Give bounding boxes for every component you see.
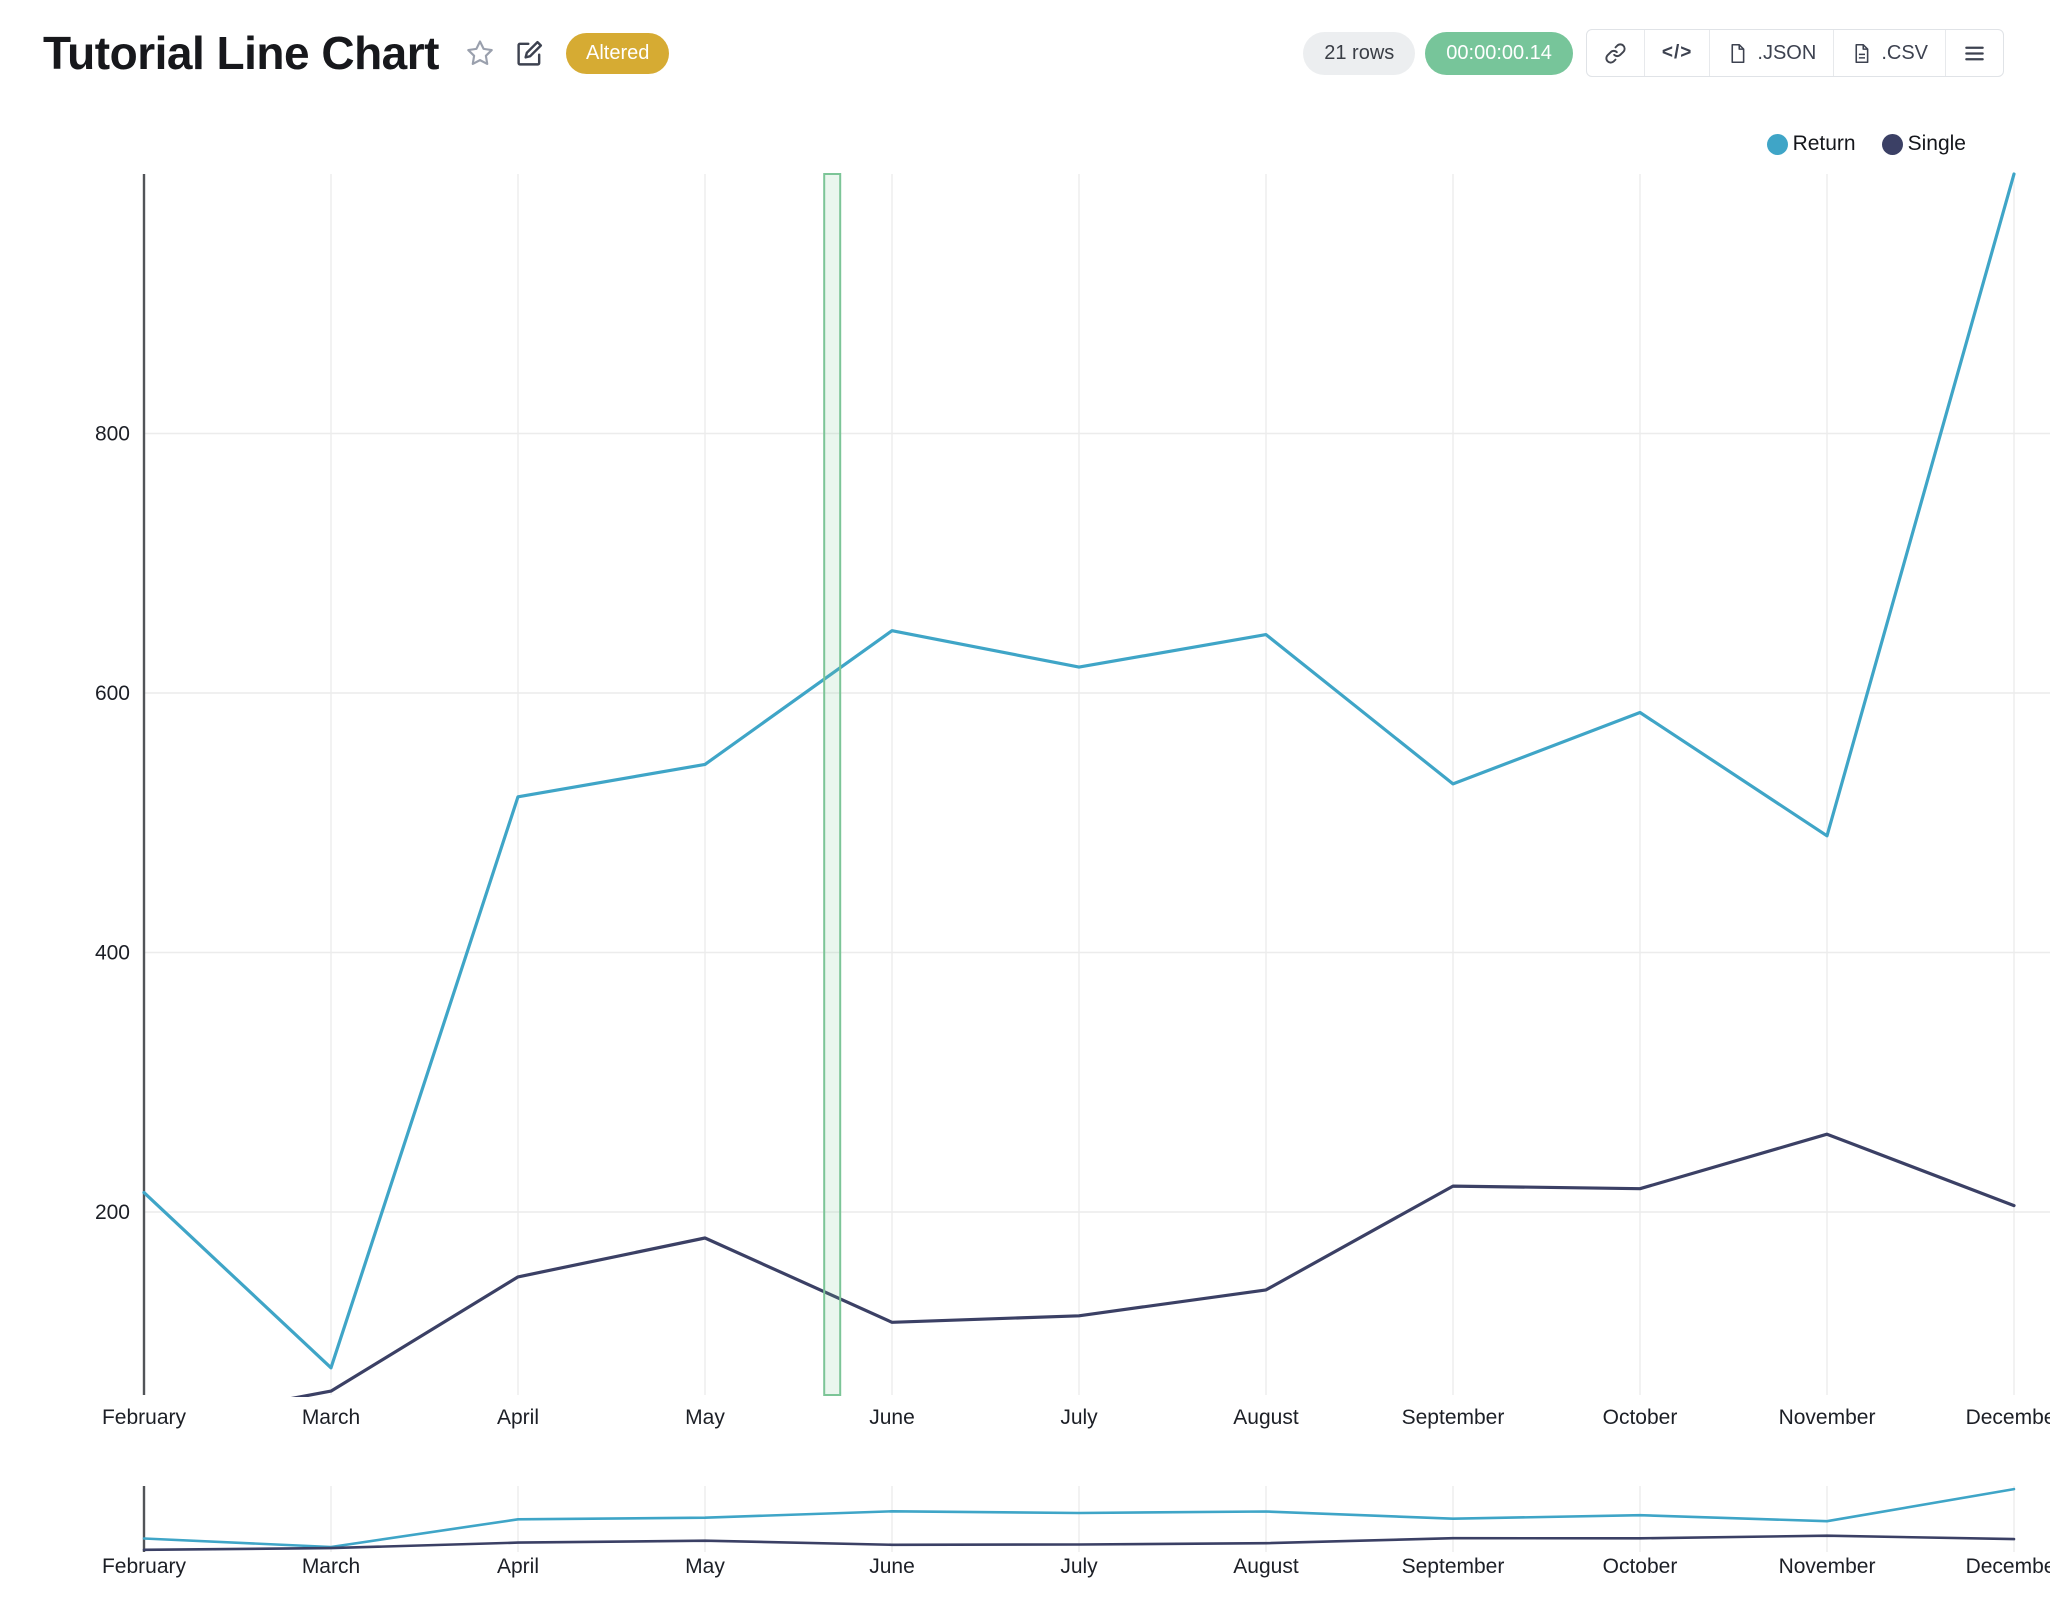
single-series-dot	[1881, 133, 1903, 155]
page-title[interactable]: Tutorial Line Chart	[43, 27, 440, 79]
legend-item-single[interactable]: Single	[1881, 132, 1966, 156]
download-json-button[interactable]: .JSON	[1710, 30, 1835, 76]
legend-item-return[interactable]: Return	[1766, 132, 1856, 156]
x-tick-label: November	[1779, 1555, 1876, 1578]
x-tick-label: June	[869, 1406, 915, 1429]
x-tick-label: August	[1233, 1406, 1299, 1429]
link-icon	[1605, 42, 1626, 64]
code-icon: </>	[1661, 42, 1693, 63]
share-link-button[interactable]	[1587, 30, 1645, 76]
x-tick-label: March	[302, 1406, 360, 1429]
embed-code-button[interactable]: </>	[1645, 30, 1711, 76]
star-icon	[467, 40, 493, 65]
x-tick-label: September	[1402, 1406, 1505, 1429]
y-tick-label: 200	[95, 1201, 130, 1224]
x-tick-label: October	[1603, 1555, 1678, 1578]
x-tick-label: November	[1779, 1406, 1876, 1429]
y-tick-label: 400	[95, 942, 130, 965]
x-tick-label: April	[497, 1406, 539, 1429]
mini-chart[interactable]: February March April May June July August Septe…	[102, 1486, 2050, 1578]
y-tick-label: 800	[95, 423, 130, 446]
return-series-dot	[1766, 133, 1788, 155]
json-file-icon	[1731, 43, 1745, 63]
x-tick-label: December	[1966, 1406, 2050, 1429]
x-tick-label: April	[497, 1555, 539, 1578]
json-button-label: .JSON	[1757, 41, 1817, 64]
x-tick-label: February	[102, 1406, 187, 1429]
export-toolbar: </> .JSON .CSV	[1585, 29, 2004, 77]
favorite-star-button[interactable]	[465, 38, 495, 68]
edit-pencil-icon	[517, 40, 543, 66]
return-series-line	[142, 1487, 2016, 1549]
main-chart: 200 400 600 800 February March April May June Jul…	[95, 172, 2050, 1429]
x-tick-label: October	[1603, 1406, 1678, 1429]
download-csv-button[interactable]: .CSV	[1834, 30, 1946, 76]
chart-legend: Return Single	[1766, 132, 1966, 156]
x-tick-label: September	[1402, 1555, 1505, 1578]
rows-count-badge: 21 rows	[1303, 31, 1416, 75]
x-tick-label: May	[685, 1406, 725, 1429]
x-tick-label: June	[869, 1555, 915, 1578]
x-tick-label: May	[685, 1555, 725, 1578]
x-tick-label: July	[1060, 1406, 1098, 1429]
hamburger-menu-icon	[1965, 46, 1984, 60]
csv-file-icon	[1855, 43, 1869, 63]
x-tick-label: July	[1060, 1555, 1098, 1578]
edit-name-button[interactable]	[515, 39, 544, 68]
x-tick-label: February	[102, 1555, 187, 1578]
selection-marker[interactable]	[823, 173, 842, 1396]
x-tick-label: December	[1966, 1555, 2050, 1578]
x-tick-label: August	[1233, 1555, 1299, 1578]
single-series-line	[142, 1534, 2016, 1552]
more-menu-button[interactable]	[1946, 30, 2003, 76]
return-series-line	[142, 172, 2016, 1370]
csv-button-label: .CSV	[1881, 41, 1928, 64]
legend-label-single: Single	[1907, 132, 1966, 155]
x-tick-label: March	[302, 1555, 360, 1578]
legend-label-return: Return	[1792, 132, 1856, 155]
header: Tutorial Line Chart Altered 21 rows 00:0…	[0, 0, 2050, 106]
y-tick-label: 600	[95, 682, 130, 705]
single-series-line	[290, 1132, 2016, 1397]
status-badge: Altered	[566, 32, 670, 74]
runtime-badge: 00:00:00.14	[1425, 31, 1573, 75]
